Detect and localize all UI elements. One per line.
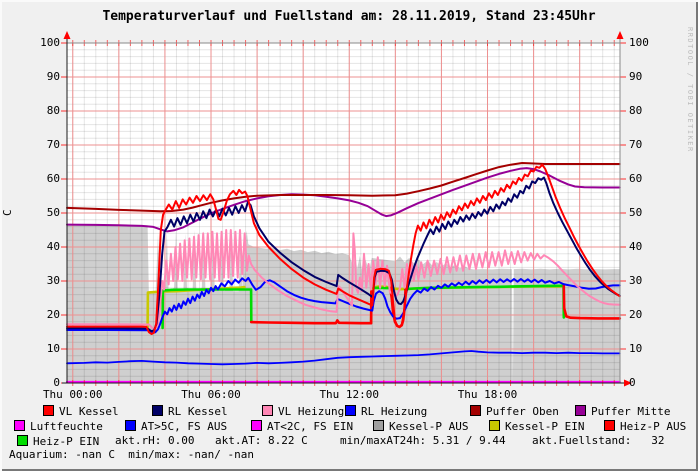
y-tick-label-right: 40 [629,240,643,253]
y-tick-label-right: 70 [629,138,643,151]
legend-item-kessel-p-aus: Kessel-P AUS [373,420,468,432]
y-tick-label-left: 90 [46,70,60,83]
legend-item-puffer-mitte: Puffer Mitte [575,405,670,417]
series-line-puffer-mitte [66,167,621,233]
y-tick-label-right: 10 [629,342,643,355]
y-tick-label-left: 10 [46,342,60,355]
legend-label: Kessel-P EIN [505,420,585,433]
rrdtool-watermark: RRDTOOL / TOBI OETIKER [686,27,694,153]
legend-label: akt.rH: 0.00 [115,434,195,447]
legend-label: Heiz-P EIN [33,435,100,448]
y-tick-label-right: 90 [629,70,643,83]
y-axis-right-arrow-icon [616,31,624,39]
legend-item-heiz-p-ein: Heiz-P EIN [17,435,99,447]
legend-label: VL Heizung [278,405,345,418]
legend-swatch-icon [604,420,615,431]
series-area-kessel-p-aus [67,225,620,383]
legend-label: Luftfeuchte [30,420,103,433]
series-line-rl-heizung [66,276,621,334]
y-tick-label-left: 70 [46,138,60,151]
series-line-vl-kessel [66,163,621,335]
legend-swatch-icon [345,405,356,416]
legend-item-min-maxat24h-5-31-9-44: min/maxAT24h: 5.31 / 9.44 [340,435,506,447]
legend-item-at-5c-fs-aus: AT>5C, FS AUS [125,420,227,432]
legend-swatch-icon [152,405,163,416]
y-tick-label-right: 80 [629,104,643,117]
legend-item-at-2c-fs-ein: AT<2C, FS EIN [251,420,353,432]
legend-label: Puffer Mitte [591,405,671,418]
y-tick-label-left: 100 [40,36,60,49]
legend-swatch-icon [575,405,586,416]
graph-title: Temperaturverlauf und Fuellstand am: 28.… [102,9,596,24]
legend-swatch-icon [43,405,54,416]
legend-swatch-icon [14,420,25,431]
legend-label: AT>5C, FS AUS [141,420,228,433]
x-tick-label: Thu 12:00 [319,388,380,401]
legend-swatch-icon [17,435,28,446]
legend-label: akt.Fuellstand: 32 [532,434,665,447]
legend-swatch-icon [125,420,136,431]
legend-swatch-icon [373,420,384,431]
legend-item-kessel-p-ein: Kessel-P EIN [489,420,584,432]
legend-label: akt.AT: 8.22 C [215,434,308,447]
legend-label: RL Heizung [361,405,428,418]
legend-swatch-icon [489,420,500,431]
legend-item-akt-fuellstand-32: akt.Fuellstand: 32 [532,435,664,447]
y-tick-label-left: 50 [46,206,60,219]
y-tick-label-left: 30 [46,274,60,287]
y-tick-label-right: 60 [629,172,643,185]
legend-item-heiz-p-aus: Heiz-P AUS [604,420,686,432]
y-axis-title: C [1,209,14,216]
y-tick-label-right: 0 [629,376,636,389]
legend-swatch-icon [262,405,273,416]
legend-item-puffer-oben: Puffer Oben [470,405,559,417]
legend-label: RL Kessel [168,405,228,418]
x-axis-arrow-icon [624,379,632,387]
series-line-puffer-oben [66,162,621,213]
legend-item-vl-heizung: VL Heizung [262,405,344,417]
legend-label: Aquarium: -nan C min/max: -nan/ -nan [9,448,255,461]
y-tick-label-right: 30 [629,274,643,287]
y-tick-label-right: 100 [629,36,649,49]
series-line-at-5c-fs-aus [66,350,621,366]
y-tick-label-left: 20 [46,308,60,321]
series-line-heiz-p-aus [562,284,622,320]
y-tick-label-right: 50 [629,206,643,219]
y-tick-label-left: 80 [46,104,60,117]
y-tick-label-left: 40 [46,240,60,253]
y-tick-label-right: 20 [629,308,643,321]
legend-item-rl-kessel: RL Kessel [152,405,228,417]
legend-item-akt-at-8-22-c: akt.AT: 8.22 C [215,435,308,447]
x-tick-label: Thu 06:00 [181,388,241,401]
series-line-heiz-p-aus [250,289,373,325]
y-tick-label-left: 60 [46,172,60,185]
legend-item-vl-kessel: VL Kessel [43,405,119,417]
legend-item-rl-heizung: RL Heizung [345,405,427,417]
y-tick-label-left: 0 [53,376,60,389]
legend-label: min/maxAT24h: 5.31 / 9.44 [340,434,506,447]
legend-item-luftfeuchte: Luftfeuchte [14,420,103,432]
y-axis-arrow-icon [63,31,71,39]
legend-label: VL Kessel [59,405,119,418]
legend-item-akt-rh-0-00: akt.rH: 0.00 [115,435,194,447]
legend-label: AT<2C, FS EIN [267,420,354,433]
x-tick-label: Thu 18:00 [457,388,518,401]
legend-label: Kessel-P AUS [389,420,469,433]
x-tick-label: Thu 00:00 [42,388,103,401]
legend-label: Puffer Oben [486,405,559,418]
legend-label: Heiz-P AUS [620,420,687,433]
legend-item-aquarium-nan-c-min-max-nan-nan: Aquarium: -nan C min/max: -nan/ -nan [9,449,254,461]
legend-swatch-icon [470,405,481,416]
legend-swatch-icon [251,420,262,431]
